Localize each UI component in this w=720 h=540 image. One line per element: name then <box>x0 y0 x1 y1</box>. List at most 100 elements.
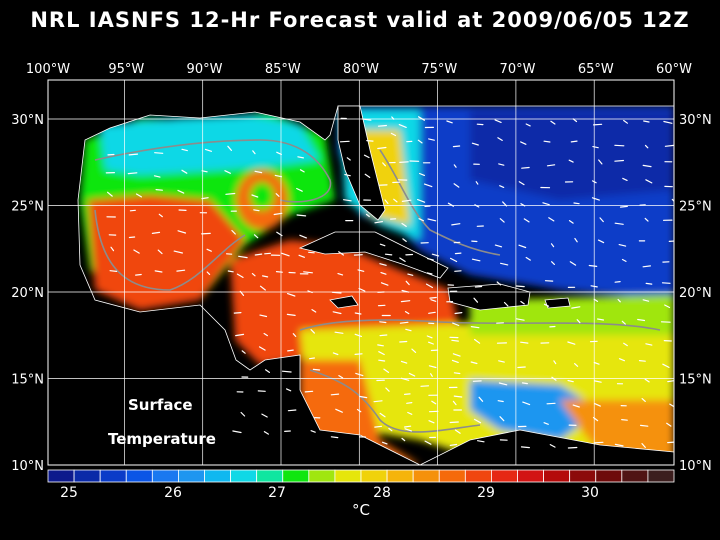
latitude-labels-right: 30°N 25°N 20°N 15°N 10°N <box>679 113 712 474</box>
current-vector <box>155 189 163 191</box>
current-vector <box>454 312 463 315</box>
current-vector <box>573 202 580 205</box>
current-vector <box>671 198 674 203</box>
current-vector <box>515 285 525 288</box>
current-vector <box>344 174 351 177</box>
colorbar-swatch <box>595 469 623 483</box>
current-vector <box>471 258 481 262</box>
current-vector <box>597 239 605 244</box>
south-american-coast <box>419 429 674 465</box>
current-vector <box>286 313 296 316</box>
current-vector <box>430 299 437 302</box>
current-vector <box>452 400 457 406</box>
lon-label: 75°W <box>421 62 457 77</box>
current-vector <box>276 231 283 237</box>
lat-label-left: 10°N <box>11 459 44 474</box>
current-vector <box>425 283 433 289</box>
colorbar-tick: 26 <box>164 485 182 501</box>
current-vector <box>475 181 479 185</box>
current-vector <box>231 229 236 235</box>
current-vector <box>663 120 673 124</box>
current-vector <box>362 118 372 121</box>
current-vector <box>206 271 211 275</box>
current-vector <box>594 403 601 407</box>
current-vector <box>299 169 305 173</box>
colorbar-swatch <box>334 469 362 483</box>
current-vector <box>281 370 292 373</box>
current-vector <box>310 329 315 334</box>
current-vector <box>400 360 408 364</box>
current-vector <box>618 358 626 362</box>
current-vector <box>388 427 393 432</box>
current-vector <box>638 360 646 362</box>
current-vector <box>614 144 625 147</box>
current-vector <box>275 271 283 273</box>
current-vector <box>379 243 386 247</box>
lat-label-right: 10°N <box>679 459 712 474</box>
current-vector <box>232 430 242 434</box>
colorbar-tick-labels: 25 26 27 28 29 30 <box>60 485 599 501</box>
colorbar-tick: 28 <box>373 485 391 501</box>
current-vector <box>382 162 386 167</box>
lon-label: 65°W <box>578 62 614 77</box>
current-vector <box>379 321 387 324</box>
current-vector <box>525 123 531 127</box>
current-vector <box>380 272 387 275</box>
current-vector <box>377 124 387 127</box>
current-vector <box>621 320 626 325</box>
current-vector <box>393 198 398 203</box>
current-vector <box>227 270 234 273</box>
lat-label-left: 25°N <box>11 200 44 215</box>
current-vector <box>474 204 480 208</box>
longitude-labels: 100°W 95°W 90°W 85°W 80°W 75°W 70°W 65°W… <box>26 62 692 77</box>
current-vector <box>363 154 370 159</box>
current-vector <box>378 351 385 356</box>
current-vector <box>343 199 352 202</box>
current-vector <box>384 253 393 256</box>
current-vector <box>238 255 248 259</box>
current-vector <box>296 187 303 192</box>
current-vector <box>390 132 397 137</box>
current-vector <box>618 244 627 247</box>
current-vector <box>398 123 407 129</box>
current-vector <box>354 333 362 337</box>
current-vector <box>259 314 268 318</box>
current-vector <box>419 172 425 176</box>
current-vector <box>418 116 425 121</box>
current-vector <box>520 141 527 145</box>
current-vector <box>470 326 480 329</box>
current-vector <box>201 170 208 173</box>
current-vector <box>225 192 236 195</box>
western-gulf-warm-water <box>88 195 245 310</box>
current-vector <box>477 440 485 443</box>
current-vector <box>496 281 502 286</box>
current-vector <box>308 251 315 254</box>
current-vector <box>641 443 646 448</box>
current-vector <box>401 437 406 442</box>
current-vector <box>637 318 646 322</box>
current-vector <box>254 170 263 174</box>
current-vector <box>502 201 508 207</box>
current-vector <box>567 341 576 345</box>
current-vector <box>621 419 628 421</box>
current-vector <box>593 298 599 302</box>
current-vector <box>520 300 525 305</box>
current-vector <box>543 422 549 425</box>
current-vector <box>499 416 505 422</box>
lon-label: 80°W <box>343 62 379 77</box>
current-vector <box>639 424 649 427</box>
current-vector <box>452 322 460 327</box>
current-vector <box>128 153 139 156</box>
lat-label-right: 25°N <box>679 200 712 215</box>
map-title: NRL IASNFS 12-Hr Forecast valid at 2009/… <box>30 8 690 32</box>
current-vector <box>377 146 387 150</box>
land-masses <box>48 80 674 465</box>
current-vector <box>332 352 339 356</box>
current-vector <box>383 368 390 373</box>
current-vector <box>642 164 652 168</box>
isobath-caribbean-south <box>309 369 481 433</box>
current-vector <box>517 366 526 369</box>
current-vector <box>286 388 292 392</box>
current-vector <box>259 285 266 291</box>
current-vector <box>499 185 505 188</box>
